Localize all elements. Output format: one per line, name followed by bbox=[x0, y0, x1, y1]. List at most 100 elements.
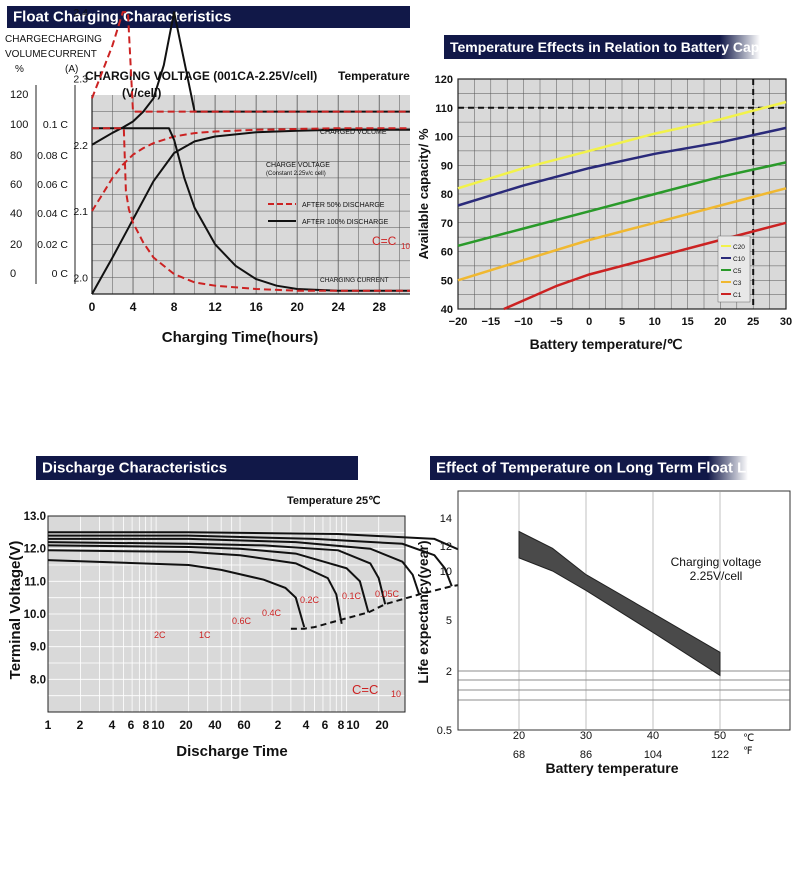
x-tick-label: 15 bbox=[681, 316, 693, 328]
y-tick-label: 14 bbox=[440, 513, 452, 525]
col1-header-text: CHARGE bbox=[5, 34, 48, 45]
annotation-line-1: Charging voltage bbox=[671, 555, 762, 569]
rate-label: 0.05C bbox=[375, 589, 400, 599]
curve-3 bbox=[91, 11, 410, 146]
discharge-curve bbox=[48, 534, 453, 587]
x-tick-label: 30 bbox=[780, 316, 792, 328]
unit-celsius: ℃ bbox=[743, 733, 754, 744]
x-tick-label: −10 bbox=[514, 316, 533, 328]
x-axis-label: Charging Time(hours) bbox=[162, 329, 318, 346]
y-tick-label: 2 bbox=[446, 666, 452, 678]
legend-label: C1 bbox=[733, 292, 742, 299]
annotation-line-2: 2.25V/cell bbox=[690, 569, 743, 583]
curve-2 bbox=[91, 127, 410, 212]
y-tick-label: 110 bbox=[435, 103, 453, 115]
col2-tick-label: 0.02 C bbox=[37, 239, 68, 251]
col3-tick-label: 2.1 bbox=[73, 206, 88, 218]
x-tick-label: 16 bbox=[249, 300, 263, 314]
col1-tick-label: 120 bbox=[10, 89, 28, 101]
x-tick-label: 25 bbox=[747, 316, 759, 328]
rate-label: 2C bbox=[154, 630, 166, 640]
x-tick-label: 10 bbox=[151, 718, 165, 732]
legend-label: C10 bbox=[733, 256, 745, 263]
x-tick-label: −15 bbox=[481, 316, 500, 328]
col1-tick-label: 20 bbox=[10, 239, 22, 251]
x-tick-label: 40 bbox=[208, 718, 222, 732]
float-life-chart: 14 12 10 5 2 0.5 20 30 40 50 68 86 104 122 ℃ ℉ Battery t… bbox=[415, 490, 791, 776]
x-tick-label-c: 40 bbox=[647, 730, 659, 742]
discharge-curve bbox=[47, 559, 306, 628]
y-tick-label: 10 bbox=[440, 566, 452, 578]
x-tick-label-f: 68 bbox=[513, 749, 525, 761]
plot-frame bbox=[457, 78, 787, 310]
rate-label: 0.2C bbox=[300, 595, 320, 605]
y-tick-label: 100 bbox=[435, 132, 453, 144]
curve-6 bbox=[92, 127, 410, 292]
x-tick-label-f: 104 bbox=[644, 749, 662, 761]
float-chart: CHARGE VOLUME% CHARGING CURRENT (A) CHARGING … bbox=[5, 7, 410, 346]
col1-tick-label: 100 bbox=[10, 119, 28, 131]
legend-label: AFTER 100% DISCHARGE bbox=[302, 219, 389, 226]
discharge-curve bbox=[47, 544, 370, 613]
col2-header-text: (A) bbox=[65, 64, 78, 75]
x-tick-label-f: 122 bbox=[711, 749, 729, 761]
col2-tick-label: 0 C bbox=[52, 268, 69, 280]
x-tick-label: 28 bbox=[373, 300, 387, 314]
y-tick-label: 80 bbox=[441, 189, 453, 201]
label-charge-voltage: CHARGE VOLTAGE bbox=[266, 162, 330, 169]
x-tick-label: 20 bbox=[290, 300, 304, 314]
y-tick-label: 13.0 bbox=[24, 511, 46, 523]
col2-tick-label: 0.1 C bbox=[43, 119, 69, 131]
series-C5 bbox=[457, 161, 787, 248]
x-axis-label: Battery temperature bbox=[545, 760, 678, 776]
y-tick-label: 5 bbox=[446, 615, 452, 627]
y-tick-label: 90 bbox=[441, 160, 453, 172]
discharge-curve bbox=[47, 541, 387, 605]
life-band bbox=[518, 530, 721, 677]
x-tick-label-c: 20 bbox=[513, 730, 525, 742]
curve-1 bbox=[91, 128, 410, 295]
temp-chart-title: Temperature Effects in Relation to Batte… bbox=[450, 39, 760, 55]
y-tick-label: 40 bbox=[441, 304, 453, 316]
y-tick-label: 9.0 bbox=[30, 642, 46, 654]
formula-label: C=C bbox=[372, 234, 397, 248]
x-tick-label: 2 bbox=[77, 718, 84, 732]
y-tick-label: 10.0 bbox=[24, 609, 46, 621]
x-tick-label: 60 bbox=[237, 718, 251, 732]
x-tick-label: 1 bbox=[45, 718, 52, 732]
legend-label: C3 bbox=[733, 280, 742, 287]
temp-chart-header: Temperature Effects in Relation to Batte… bbox=[444, 35, 760, 59]
x-tick-label: 8 bbox=[338, 718, 345, 732]
x-tick-label: 4 bbox=[130, 300, 137, 314]
legend-label: C5 bbox=[733, 268, 742, 275]
y-tick-label: 0.5 bbox=[437, 725, 452, 737]
y-tick-label: 70 bbox=[441, 218, 453, 230]
discharge-chart: 2C 1C0.6C0.4C0.2C 0.1C 0.05C13.012.011.010.… bbox=[7, 495, 483, 760]
x-tick-label-c: 50 bbox=[714, 730, 726, 742]
col1-tick-label: 60 bbox=[10, 179, 22, 191]
rate-label: 0.1C bbox=[342, 591, 362, 601]
y-tick-label: 50 bbox=[441, 275, 453, 287]
x-tick-label: 10 bbox=[346, 718, 360, 732]
series-C3 bbox=[457, 187, 787, 282]
y-axis-label: Terminal Voltage(V) bbox=[7, 541, 24, 680]
x-tick-label: 20 bbox=[375, 718, 389, 732]
x-tick-label: 6 bbox=[128, 718, 135, 732]
y-axis-label: Available capacity/ % bbox=[416, 128, 431, 259]
col2-header-text: CURRENT bbox=[48, 49, 97, 60]
col1-tick-label: 0 bbox=[10, 268, 16, 280]
col1-tick-label: 40 bbox=[10, 208, 22, 220]
curve-5 bbox=[92, 127, 410, 292]
y-tick-label: 120 bbox=[435, 74, 453, 86]
col1-header-text: VOLUME bbox=[5, 49, 48, 60]
rate-label: 0.6C bbox=[232, 616, 252, 626]
series-C20 bbox=[457, 100, 787, 190]
x-tick-label: 0 bbox=[586, 316, 592, 328]
label-charged-volume: CHARGED VOLUME bbox=[320, 129, 387, 136]
discharge-chart-title: Discharge Characteristics bbox=[42, 459, 228, 477]
rate-label: 1C bbox=[199, 630, 211, 640]
legend-label: AFTER 50% DISCHARGE bbox=[302, 202, 385, 209]
x-tick-label: 8 bbox=[171, 300, 178, 314]
